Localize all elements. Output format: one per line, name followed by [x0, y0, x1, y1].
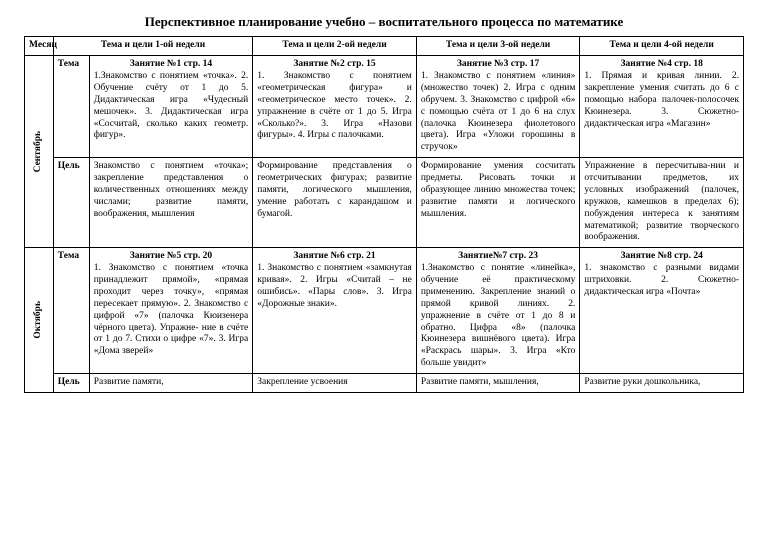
lesson-title: Занятие №1 стр. 14 [94, 59, 249, 71]
sep-cel-w4: Упражнение в пересчитыва-нии и отсчитыва… [580, 158, 744, 248]
plan-table: Месяц Тема и цели 1-ой недели Тема и цел… [24, 36, 744, 393]
table-row: Октябрь Тема Занятие №5 стр. 201. Знаком… [25, 248, 744, 374]
page-title: Перспективное планирование учебно – восп… [24, 14, 744, 30]
oct-cel-w2: Закрепление усвоения [253, 374, 417, 393]
sep-tema-w1: Занятие №1 стр. 141.Знакомство с понятие… [89, 56, 253, 158]
sep-tema-w3: Занятие №3 стр. 171. Знакомство с поняти… [416, 56, 580, 158]
row-label-cel: Цель [53, 374, 89, 393]
lesson-body: 1.Знакомство с понятие «линейка», обучен… [421, 263, 576, 368]
sep-cel-w3: Формирование умения сосчитать предметы. … [416, 158, 580, 248]
sep-cel-w2: Формирование представления о геометричес… [253, 158, 417, 248]
sep-tema-w2: Занятие №2 стр. 151. Знакомство с поняти… [253, 56, 417, 158]
sep-tema-w4: Занятие №4 стр. 181. Прямая и кривая лин… [580, 56, 744, 158]
col-week4: Тема и цели 4-ой недели [580, 37, 744, 56]
lesson-title: Занятие №5 стр. 20 [94, 251, 249, 263]
month-cell-september: Сентябрь [25, 56, 54, 248]
row-label-cel: Цель [53, 158, 89, 248]
oct-tema-w2: Занятие №6 стр. 211. Знакомство с поняти… [253, 248, 417, 374]
table-row: Сентябрь Тема Занятие №1 стр. 141.Знаком… [25, 56, 744, 158]
lesson-title: Занятие №8 стр. 24 [584, 251, 739, 263]
table-row: Цель Развитие памяти, Закрепление усвоен… [25, 374, 744, 393]
row-label-tema: Тема [53, 248, 89, 374]
oct-cel-w3: Развитие памяти, мышления, [416, 374, 580, 393]
lesson-body: 1. знакомство с разными видами штриховки… [584, 263, 739, 297]
col-month: Месяц [25, 37, 54, 56]
oct-tema-w4: Занятие №8 стр. 241. знакомство с разным… [580, 248, 744, 374]
sep-cel-w1: Знакомство с понятием «точка»; закреплен… [89, 158, 253, 248]
lesson-body: 1. Знакомство с понятием «геометрическая… [257, 71, 412, 140]
month-cell-october: Октябрь [25, 248, 54, 393]
oct-tema-w1: Занятие №5 стр. 201. Знакомство с поняти… [89, 248, 253, 374]
col-week3: Тема и цели 3-ой недели [416, 37, 580, 56]
lesson-title: Занятие №3 стр. 17 [421, 59, 576, 71]
table-header-row: Месяц Тема и цели 1-ой недели Тема и цел… [25, 37, 744, 56]
lesson-title: Занятие №2 стр. 15 [257, 59, 412, 71]
oct-tema-w3: Занятие№7 стр. 231.Знакомство с понятие … [416, 248, 580, 374]
lesson-title: Занятие№7 стр. 23 [421, 251, 576, 263]
lesson-body: 1.Знакомство с понятием «точка». 2. Обуч… [94, 71, 249, 140]
lesson-title: Занятие №4 стр. 18 [584, 59, 739, 71]
table-row: Цель Знакомство с понятием «точка»; закр… [25, 158, 744, 248]
lesson-title: Занятие №6 стр. 21 [257, 251, 412, 263]
col-week2: Тема и цели 2-ой недели [253, 37, 417, 56]
lesson-body: 1. Прямая и кривая линии. 2. закрепление… [584, 71, 739, 129]
lesson-body: 1. Знакомство с понятием «замкнутая крив… [257, 263, 412, 309]
oct-cel-w4: Развитие руки дошкольника, [580, 374, 744, 393]
row-label-tema: Тема [53, 56, 89, 158]
col-week1: Тема и цели 1-ой недели [53, 37, 253, 56]
lesson-body: 1. Знакомство с понятием «линия» (множес… [421, 71, 576, 152]
lesson-body: 1. Знакомство с понятием «точка принадле… [94, 263, 249, 356]
oct-cel-w1: Развитие памяти, [89, 374, 253, 393]
